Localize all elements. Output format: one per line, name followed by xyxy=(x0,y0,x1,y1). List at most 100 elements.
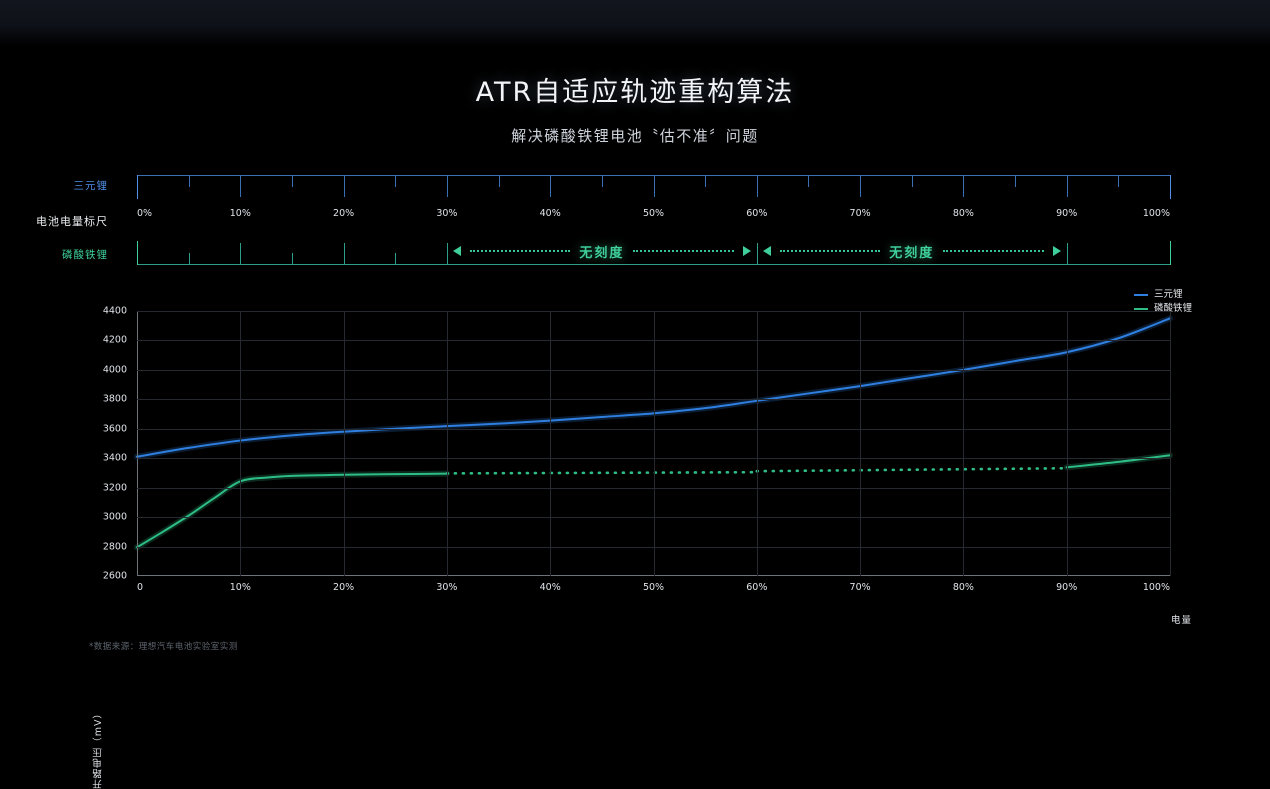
ruler-tick xyxy=(1015,175,1017,187)
ruler-tick xyxy=(1170,175,1171,199)
chart-gridline-v xyxy=(240,311,242,576)
chart-gridline-v xyxy=(343,311,345,576)
dotted-connector xyxy=(469,250,571,252)
ruler-tick xyxy=(860,175,862,197)
battery-scale-ruler: 三元锂 电池电量标尺 磷酸铁锂 0% 10% 20% 30% 40% 50% 60% 70% 8… xyxy=(0,175,1270,265)
chart-line xyxy=(1065,454,1171,469)
ruler-tick xyxy=(756,175,758,197)
chart-line xyxy=(445,470,759,475)
dotted-connector xyxy=(779,250,881,252)
ruler-tick xyxy=(240,243,242,265)
ruler-tick xyxy=(653,175,655,197)
no-scale-label: 无刻度 xyxy=(889,245,935,261)
ruler-tick xyxy=(756,243,758,265)
ruler-tick xyxy=(446,175,448,197)
ruler-tick xyxy=(446,243,448,265)
ruler-tick-label: 10% xyxy=(229,208,251,219)
ruler-tick xyxy=(705,175,707,187)
ruler-tick xyxy=(1066,175,1068,197)
legend-swatch xyxy=(1133,308,1148,310)
ruler-tick xyxy=(601,175,603,187)
chart-x-tick-label: 60% xyxy=(746,582,768,593)
chart-line xyxy=(136,472,448,549)
no-scale-region: 无刻度 xyxy=(762,237,1061,265)
chart-x-axis-label: 电量 xyxy=(1170,615,1192,626)
arrow-left-icon xyxy=(452,246,461,256)
page-subtitle: 解决磷酸铁锂电池〝估不准〞问题 xyxy=(511,127,759,145)
chart-y-tick-label: 2600 xyxy=(102,570,127,582)
chart-y-tick-label: 3200 xyxy=(102,482,127,494)
chart-line xyxy=(134,470,450,551)
chart-x-tick-label: 30% xyxy=(436,582,458,593)
top-gradient-band xyxy=(0,0,1270,46)
chart-line xyxy=(755,466,1068,473)
arrow-right-icon xyxy=(1052,246,1061,256)
ruler-tick-label: 20% xyxy=(333,208,355,219)
ruler-label-scale: 电池电量标尺 xyxy=(36,215,108,228)
ruler-tick-label: 80% xyxy=(952,208,974,219)
dotted-connector xyxy=(633,250,734,252)
dotted-connector xyxy=(943,250,1044,252)
ruler-axis-line-lfp xyxy=(137,264,1170,265)
ruler-tick xyxy=(291,175,293,187)
chart-plot-area xyxy=(134,311,1173,576)
arrow-right-icon xyxy=(742,246,751,256)
chart-x-tick-label: 20% xyxy=(333,582,355,593)
page-header: ATR自适应轨迹重构算法 解决磷酸铁锂电池〝估不准〞问题 xyxy=(0,70,1270,146)
ruler-track-nmc xyxy=(137,175,1171,201)
ruler-tick-label: 40% xyxy=(539,208,561,219)
chart-y-tick-label: 3800 xyxy=(102,393,127,405)
legend-item[interactable]: 三元锂 xyxy=(1133,288,1192,302)
chart-legend: 三元锂 磷酸铁锂 xyxy=(1133,288,1192,316)
no-scale-label: 无刻度 xyxy=(579,245,625,261)
ruler-tick-label: 90% xyxy=(1056,208,1078,219)
chart-x-tick-label: 90% xyxy=(1056,582,1078,593)
ruler-tick xyxy=(137,241,138,265)
chart-gridline-v xyxy=(446,311,448,576)
arrow-left-icon xyxy=(762,246,771,256)
ruler-label-lfp: 磷酸铁锂 xyxy=(62,249,108,261)
chart-footnote: *数据来源：理想汽车电池实验室实测 xyxy=(89,642,238,652)
chart-y-tick-label: 4200 xyxy=(102,334,127,346)
chart-y-tick-label: 3600 xyxy=(102,423,127,435)
ruler-tick xyxy=(808,175,810,187)
ocv-chart: 三元锂 磷酸铁锂 开路电压（mV） 电量 2600 2800 3000 3200 3400… xyxy=(0,288,1270,789)
ruler-percent-labels: 0% 10% 20% 30% 40% 50% 60% 70% 80% 90% 100% xyxy=(137,208,1170,224)
ruler-tick xyxy=(188,253,190,265)
ruler-tick xyxy=(240,175,242,197)
chart-x-tick-label: 0 xyxy=(137,582,144,593)
chart-x-tick-label: 40% xyxy=(539,582,561,593)
ruler-tick xyxy=(291,253,293,265)
ruler-tick xyxy=(498,175,500,187)
chart-x-tick-label: 70% xyxy=(849,582,871,593)
chart-gridline-v xyxy=(550,311,552,576)
chart-y-tick-label: 2800 xyxy=(102,541,127,553)
chart-x-tick-label: 80% xyxy=(952,582,974,593)
ruler-tick xyxy=(1118,175,1120,187)
chart-y-axis-label: 开路电压（mV） xyxy=(93,708,104,789)
ruler-tick xyxy=(137,175,138,199)
ruler-tick-label: 0% xyxy=(137,208,153,219)
chart-y-tick-label: 3000 xyxy=(102,511,127,523)
ruler-tick xyxy=(188,175,190,187)
chart-gridline-v xyxy=(1066,311,1068,576)
ruler-tick xyxy=(1170,241,1171,265)
chart-x-tick-label: 10% xyxy=(229,582,251,593)
ruler-tick-label: 50% xyxy=(642,208,665,219)
ruler-tick xyxy=(395,253,397,265)
ruler-tick xyxy=(395,175,397,187)
chart-gridline-v xyxy=(756,311,758,576)
chart-y-tick-label: 4400 xyxy=(102,305,127,317)
chart-gridline-v xyxy=(653,311,655,576)
ruler-tick xyxy=(550,175,552,197)
chart-gridline-v xyxy=(860,311,862,576)
page-title: ATR自适应轨迹重构算法 xyxy=(475,77,795,108)
legend-item[interactable]: 磷酸铁锂 xyxy=(1133,302,1192,316)
ruler-tick-label: 100% xyxy=(1142,208,1170,219)
no-scale-region: 无刻度 xyxy=(452,237,751,265)
ruler-tick xyxy=(911,175,913,187)
legend-label: 磷酸铁锂 xyxy=(1153,303,1192,314)
ruler-tick xyxy=(343,243,345,265)
ruler-tick-label: 30% xyxy=(436,208,458,219)
chart-y-tick-label: 4000 xyxy=(102,364,127,376)
